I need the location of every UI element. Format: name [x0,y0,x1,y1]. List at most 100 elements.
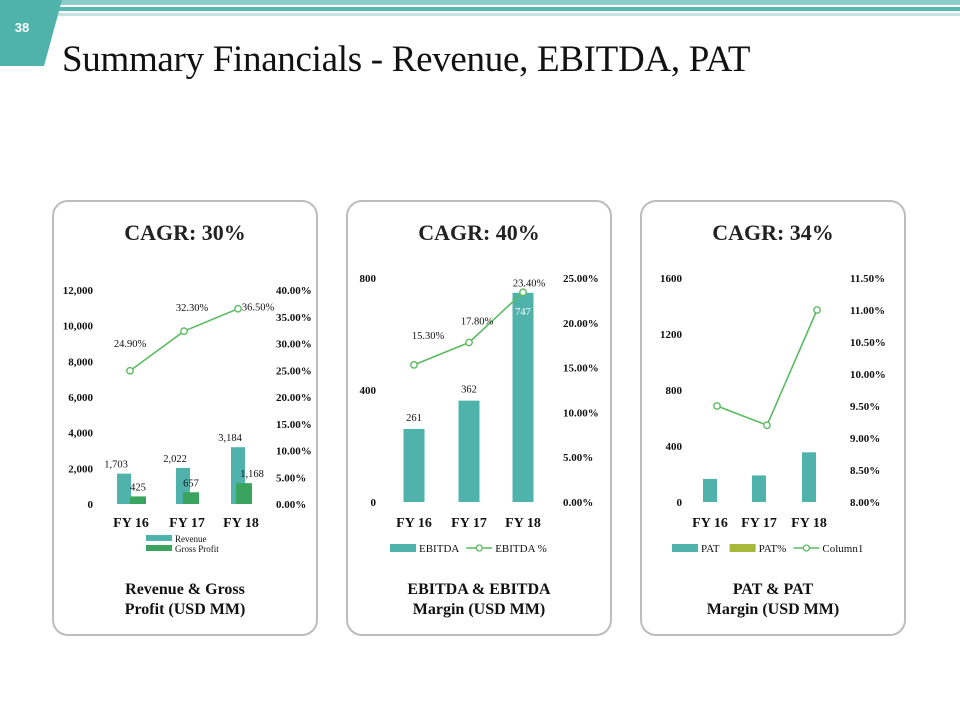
line-point [763,421,771,430]
stripe-band [0,7,960,11]
y-right-tick-label: 25.00% [276,365,312,377]
line-point [713,402,721,410]
bar-value-label: 1,168 [240,469,264,480]
bar [236,483,252,504]
legend-label: PAT% [759,543,787,555]
bar [130,496,146,504]
legend-label: EBITDA [419,543,459,555]
legend-label: PAT [701,543,720,555]
cagr-label: CAGR: 34% [712,220,834,245]
y-right-tick-label: 5.00% [276,472,306,484]
caption-line: PAT & PAT [732,581,814,598]
legend-swatch [729,544,756,552]
line-value-label: 24.90% [114,339,147,350]
y-right-tick-label: 10.00% [563,407,599,419]
line-value-label: 32.30% [176,303,209,314]
page-title: Summary Financials - Revenue, EBITDA, PA… [62,39,751,80]
y-right-tick-label: 9.50% [850,401,880,413]
y-left-tick-label: 400 [666,441,683,453]
legend-swatch [672,544,698,552]
revenue-gross-profit-chart: 0 2,000 4,000 6,000 8,000 10,000 12,000 0.00% 5.… [63,285,312,554]
y-left-tick-label: 800 [360,273,377,285]
y-right-tick-label: 15.00% [563,363,599,375]
y-left-tick-label: 0 [371,497,377,509]
chart-caption: Revenue & Gross Profit (USD MM) [54,580,316,620]
legend-label: Revenue [175,534,207,544]
y-right-tick-label: 0.00% [276,499,306,511]
legend-label: EBITDA % [495,543,547,555]
bar-value-label: 1,703 [104,460,128,471]
line-value-label: 15.30% [412,331,445,342]
bar-value-label: 362 [461,385,477,396]
y-left-tick-label: 400 [360,385,377,397]
ebitda-panel: CAGR: 40% 0 400 800 0.00% 5.00% 10.00% 15.00% 2… [346,200,612,636]
top-decor-stripe [0,0,960,18]
y-right-tick-label: 40.00% [276,285,312,297]
y-right-tick-label: 8.00% [850,497,880,509]
legend-swatch [390,544,416,552]
pat-panel: CAGR: 34% 0 400 800 1200 1600 8.00% 8.50% 9.00%… [640,200,906,636]
x-category-label: FY 17 [169,516,205,531]
x-category-label: FY 17 [451,516,487,531]
legend-swatch [146,545,172,551]
y-left-tick-label: 0 [677,497,683,509]
bar [403,428,425,502]
line-point [410,361,418,369]
y-right-tick-label: 20.00% [276,392,312,404]
legend-swatch [146,535,172,541]
y-right-tick-label: 25.00% [563,273,599,285]
y-left-tick-label: 8,000 [68,356,93,368]
caption-line: Profit (USD MM) [124,601,246,618]
x-category-label: FY 16 [113,516,149,531]
legend-label: Gross Profit [175,544,219,554]
stripe-band [0,0,960,5]
y-right-tick-label: 5.00% [563,452,593,464]
bar-value-label: 3,184 [218,433,242,444]
caption-line: Margin (USD MM) [706,601,840,618]
cagr-label: CAGR: 40% [418,220,540,245]
bar-value-label: 747 [515,307,531,318]
revenue-panel: CAGR: 30% 0 2,000 4,000 6,000 8,000 10,000 12,… [52,200,318,636]
bar [802,452,816,502]
y-right-tick-label: 11.00% [850,305,885,317]
pat-chart: 0 400 800 1200 1600 8.00% 8.50% 9.00% 9.50% 10.00… [660,273,886,555]
bar [703,478,717,502]
y-right-tick-label: 10.00% [850,369,886,381]
y-right-tick-label: 10.00% [276,446,312,458]
legend-swatch-marker [802,544,811,552]
line-value-label: 23.40% [513,278,546,289]
x-category-label: FY 16 [692,516,728,531]
line-series [716,309,818,427]
chart-caption: EBITDA & EBITDA Margin (USD MM) [348,580,610,620]
y-right-tick-label: 20.00% [563,318,599,330]
y-right-tick-label: 11.50% [850,273,885,285]
stripe-band [0,13,960,16]
bar [117,473,131,504]
line-point [465,338,473,347]
x-category-label: FY 18 [791,516,827,531]
y-left-tick-label: 2,000 [68,463,93,475]
x-category-label: FY 18 [223,516,259,531]
line-point [234,304,242,313]
line-point [180,327,188,336]
line-series [129,307,239,372]
line-point [813,306,821,314]
bar [512,292,534,502]
legend-swatch-marker [475,544,483,552]
bar-value-label: 425 [130,482,146,493]
y-right-tick-label: 9.00% [850,433,880,445]
bar-value-label: 657 [183,478,199,489]
caption-line: Margin (USD MM) [412,601,546,618]
bar-value-label: 261 [406,413,422,424]
line-series [413,291,524,366]
y-right-tick-label: 8.50% [850,465,880,477]
slide-number-tab [0,0,62,66]
legend-label: Column1 [822,543,863,555]
y-left-tick-label: 1600 [660,273,683,285]
y-left-tick-label: 10,000 [63,321,94,333]
y-left-tick-label: 0 [88,499,94,511]
y-left-tick-label: 4,000 [68,428,93,440]
y-left-tick-label: 6,000 [68,392,93,404]
bar [752,475,766,502]
y-left-tick-label: 12,000 [63,285,94,297]
